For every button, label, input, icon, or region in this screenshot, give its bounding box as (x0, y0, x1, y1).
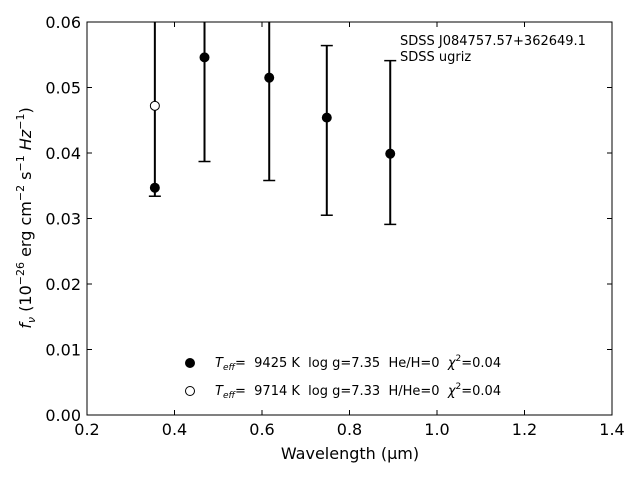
y-tick-label: 0.01 (45, 341, 81, 360)
data-point-filled (385, 148, 396, 159)
annotation-object-name: SDSS J084757.57+362649.1 (400, 34, 586, 49)
error-bars (148, 22, 397, 226)
x-tick-label: 0.4 (162, 420, 187, 439)
y-axis-label: fν (10−26 erg cm−2 s−1 Hz−1) (14, 107, 38, 328)
data-point-filled (149, 182, 160, 193)
y-tick-label: 0.02 (45, 275, 81, 294)
legend-entry-1: Teff= 9425 K log g=7.35 He/H=0 χ2=0.04 (215, 354, 501, 373)
annotation-survey: SDSS ugriz (400, 50, 471, 65)
y-tick-label: 0.06 (45, 13, 81, 32)
legend-entry-2: Teff= 9714 K log g=7.33 H/He=0 χ2=0.04 (215, 382, 501, 401)
x-axis-ticks: 0.2 0.4 0.6 0.8 1.0 1.2 1.4 (74, 22, 625, 439)
y-tick-label: 0.04 (45, 144, 81, 163)
legend-marker-open (185, 386, 195, 396)
x-axis-label: Wavelength (μm) (281, 444, 419, 463)
x-tick-label: 1.4 (599, 420, 624, 439)
x-tick-label: 0.6 (249, 420, 274, 439)
data-point-filled (264, 72, 275, 83)
y-tick-label: 0.00 (45, 406, 81, 425)
x-tick-label: 1.2 (512, 420, 537, 439)
x-tick-label: 0.2 (74, 420, 99, 439)
data-point-filled (321, 112, 332, 123)
legend: Teff= 9425 K log g=7.35 He/H=0 χ2=0.04 T… (185, 354, 501, 401)
x-tick-label: 1.0 (424, 420, 449, 439)
legend-marker-filled (185, 358, 195, 368)
data-point-open (149, 100, 160, 111)
y-axis-ticks: 0.00 0.01 0.02 0.03 0.04 0.05 0.06 (45, 13, 612, 425)
data-points (149, 52, 396, 193)
data-point-filled (199, 52, 210, 63)
x-tick-label: 0.8 (337, 420, 362, 439)
y-tick-label: 0.05 (45, 79, 81, 98)
y-tick-label: 0.03 (45, 210, 81, 229)
